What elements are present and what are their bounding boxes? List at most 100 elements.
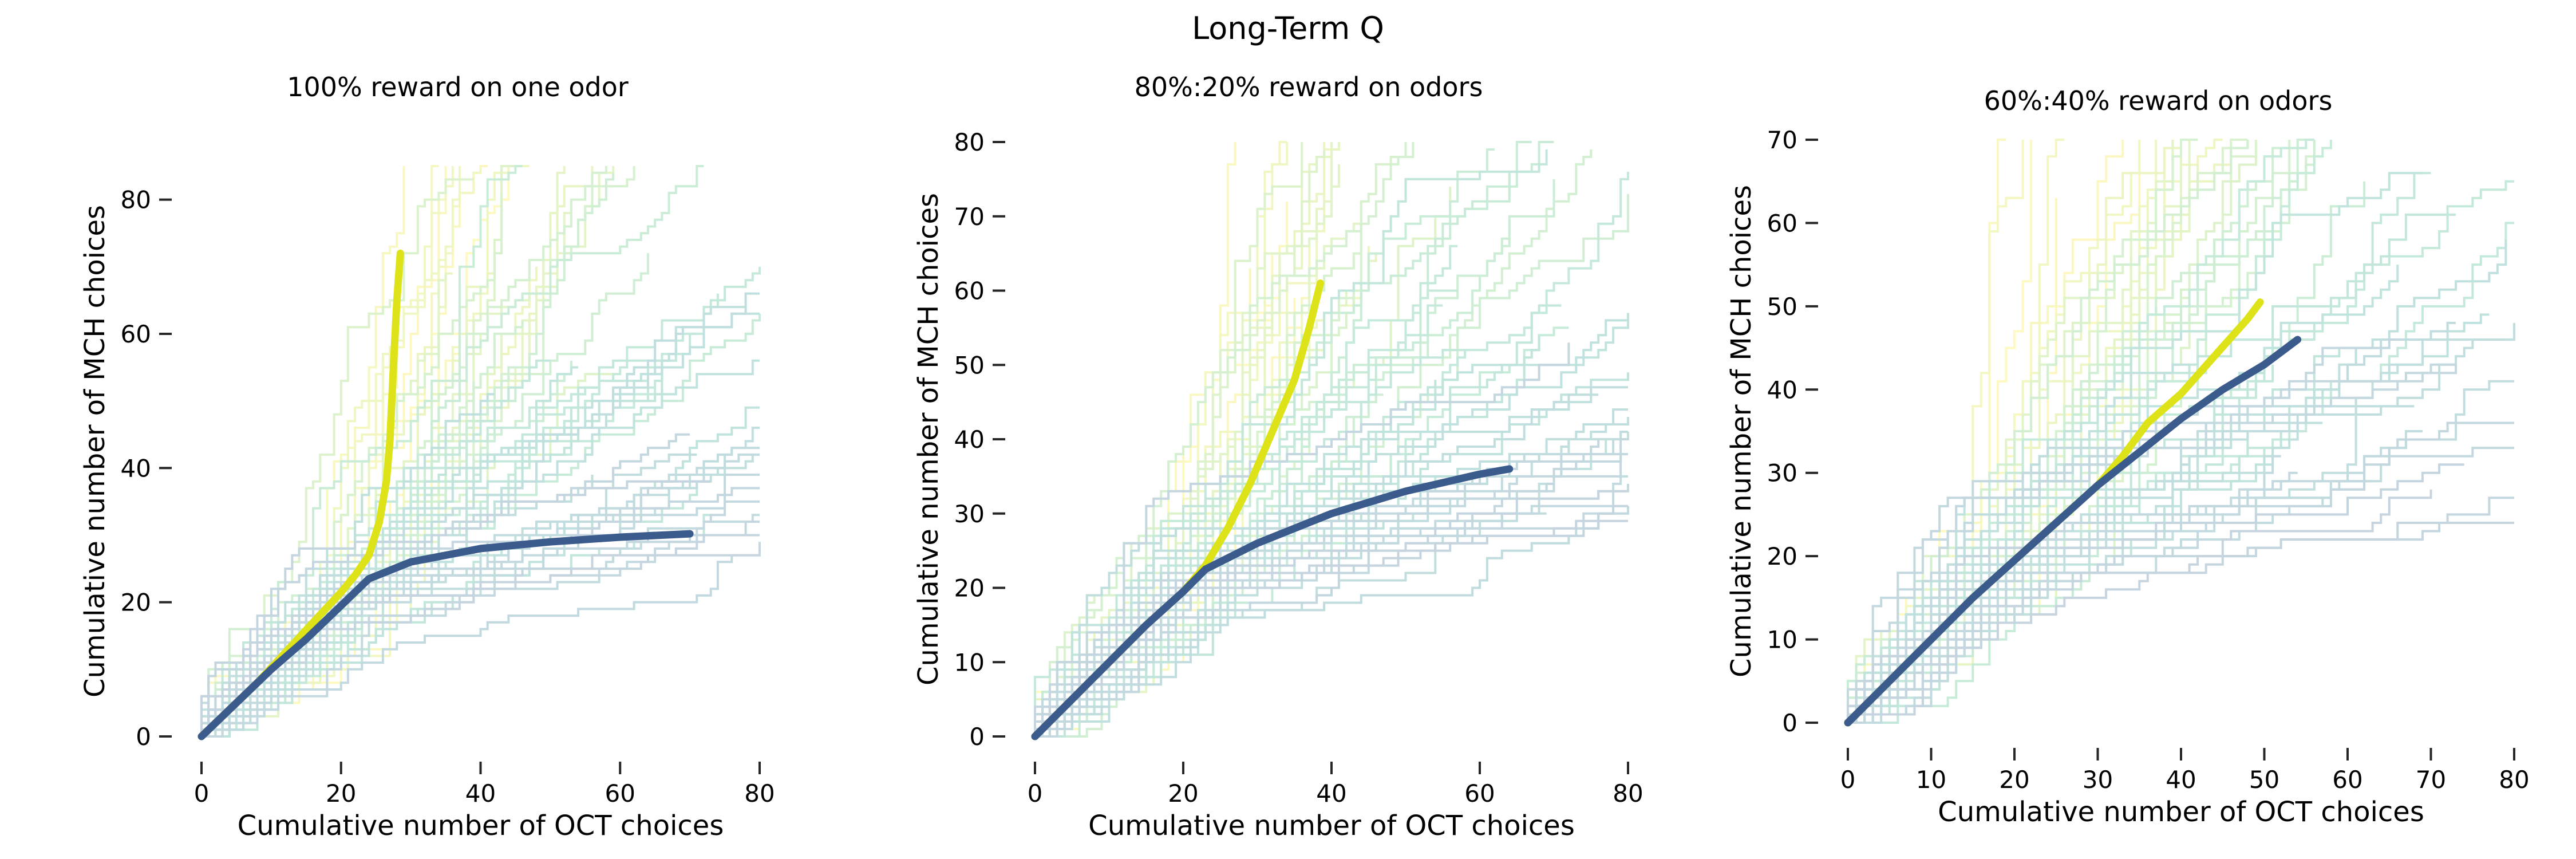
individual-trace [200, 406, 760, 736]
individual-trace [1847, 140, 2257, 723]
y-tick-label: 0 [969, 723, 985, 751]
individual-trace [1847, 140, 2024, 723]
individual-trace [1847, 181, 2366, 723]
individual-trace [202, 166, 607, 738]
individual-trace [1034, 238, 1511, 736]
individual-trace [1034, 268, 1251, 736]
individual-trace [1847, 389, 2249, 723]
x-tick-label: 60 [2332, 766, 2362, 794]
individual-trace [200, 166, 482, 736]
individual-trace [1848, 480, 2373, 724]
individual-trace [1034, 142, 1289, 736]
individual-trace [1847, 140, 2033, 723]
individual-trace [1034, 393, 1599, 736]
x-tick-label: 0 [194, 779, 210, 807]
individual-trace [1847, 140, 2316, 723]
x-tick-label: 20 [1999, 766, 2029, 794]
individual-trace [1848, 213, 2456, 724]
individual-trace [1035, 319, 1628, 738]
y-axis-label: Cumulative number of MCH choices [912, 193, 945, 685]
individual-trace [200, 312, 760, 736]
individual-trace [1848, 447, 2514, 724]
individual-trace [200, 166, 615, 736]
y-tick-label: 30 [1767, 459, 1797, 487]
y-tick-label: 60 [954, 277, 985, 305]
y-tick-label: 30 [954, 500, 985, 528]
individual-trace [1035, 438, 1628, 738]
y-tick-label: 80 [954, 128, 985, 156]
individual-trace [1034, 171, 1629, 736]
individual-trace [1847, 281, 2116, 723]
y-tick-label: 40 [121, 454, 151, 482]
individual-trace [1034, 475, 1473, 736]
y-tick-label: 80 [121, 186, 151, 214]
individual-trace [202, 313, 761, 738]
individual-trace [202, 178, 474, 738]
individual-trace [200, 521, 760, 736]
individual-trace [202, 166, 461, 738]
individual-trace [202, 166, 447, 738]
individual-trace [1034, 142, 1407, 736]
x-tick-label: 80 [1613, 779, 1643, 807]
individual-trace [1847, 522, 2514, 723]
individual-trace [202, 381, 475, 738]
x-tick-label: 50 [2249, 766, 2279, 794]
individual-trace [200, 474, 760, 736]
individual-traces [1847, 139, 2515, 724]
individual-trace [202, 165, 704, 738]
individual-trace [1848, 140, 2174, 724]
individual-trace [1847, 265, 2399, 723]
individual-trace [1035, 335, 1540, 738]
individual-trace [202, 273, 447, 738]
individual-trace [1847, 139, 2306, 723]
individual-trace [1848, 406, 2241, 724]
individual-trace [200, 353, 460, 736]
y-tick-label: 70 [954, 203, 985, 231]
individual-trace [202, 514, 711, 738]
individual-trace [1848, 338, 2506, 724]
x-tick-label: 0 [1840, 766, 1856, 794]
individual-trace [1035, 453, 1628, 738]
individual-trace [1034, 245, 1458, 736]
individual-trace [1848, 489, 2432, 724]
x-tick-label: 30 [2083, 766, 2113, 794]
individual-trace [202, 347, 677, 738]
individual-trace [1848, 346, 2356, 724]
individual-trace [200, 253, 496, 736]
x-tick-label: 10 [1916, 766, 1946, 794]
individual-trace [1848, 140, 2141, 724]
individual-trace [1848, 380, 2514, 724]
chart-panel-60-40-reward: 0 10 20 30 40 50 60 70 0 10 20 30 40 50 60 70 80 Cumulati… [1725, 85, 2530, 828]
individual-trace [1848, 313, 2490, 724]
individual-trace [1847, 364, 2458, 723]
individual-trace [202, 165, 488, 738]
x-axis-label: Cumulative number of OCT choices [1938, 796, 2424, 828]
y-tick-label: 20 [121, 589, 151, 617]
x-tick-label: 20 [1168, 779, 1198, 807]
individual-trace [200, 360, 572, 736]
individual-trace [202, 359, 760, 738]
chart-panel-80-20-reward: 0 10 20 30 40 50 60 70 80 0 20 40 60 80 Cumulative num… [912, 72, 1643, 842]
individual-trace [1847, 363, 2456, 723]
individual-trace [1035, 512, 1547, 738]
individual-trace [1035, 201, 1289, 738]
individual-trace [200, 166, 405, 736]
individual-trace [1034, 142, 1333, 736]
individual-trace [1035, 142, 1326, 738]
individual-trace [1034, 349, 1465, 736]
individual-trace [1035, 475, 1628, 738]
individual-trace [1035, 304, 1562, 738]
y-tick-label: 0 [136, 723, 151, 751]
x-tick-label: 40 [1316, 779, 1346, 807]
individual-trace [1035, 149, 1593, 738]
individual-trace [200, 165, 530, 736]
individual-trace [1847, 198, 2057, 723]
individual-trace [1847, 140, 2257, 723]
individual-trace [1034, 141, 1532, 736]
individual-trace [1848, 263, 2223, 724]
individual-trace [200, 475, 594, 736]
y-tick-label: 10 [954, 648, 985, 676]
individual-trace [200, 453, 760, 736]
y-axis-label: Cumulative number of MCH choices [79, 205, 111, 698]
